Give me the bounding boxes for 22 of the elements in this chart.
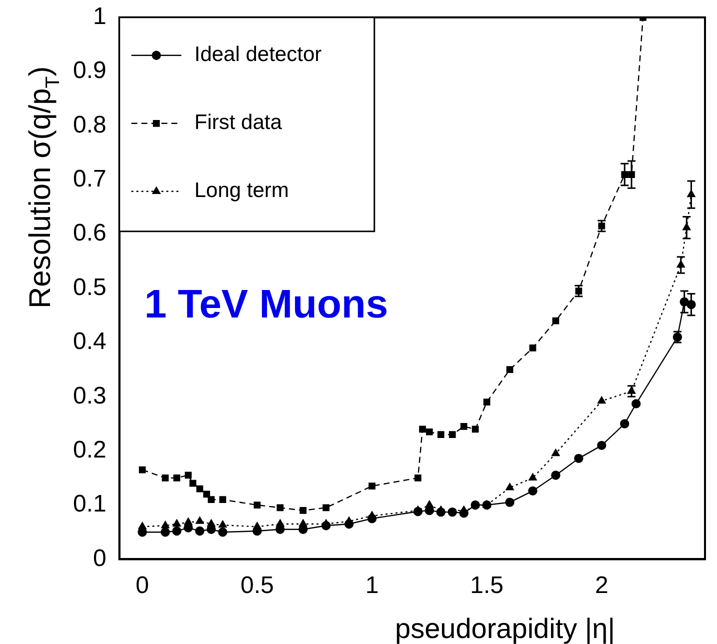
y-axis-title: Resolution σ(q/pT): [24, 66, 64, 308]
y-tick-label: 0.6: [72, 220, 106, 247]
legend-label: Long term: [194, 179, 289, 202]
y-tick-label: 0.2: [72, 436, 106, 464]
y-tick-label: 0: [93, 544, 106, 572]
y-tick-label: 1: [93, 3, 106, 30]
x-tick-label: 0.5: [240, 572, 274, 600]
y-tick-label: 0.5: [72, 274, 106, 301]
x-tick-label: 1.5: [470, 572, 504, 600]
y-tick-label: 0.1: [72, 490, 106, 518]
legend-label: Ideal detector: [194, 43, 322, 66]
y-tick-label: 0.9: [72, 57, 106, 84]
y-tick-label: 0.8: [72, 111, 106, 138]
annotation: 1 TeV Muons: [144, 282, 388, 326]
y-tick-label: 0.7: [72, 166, 106, 193]
x-axis-title: pseudorapidity |η|: [395, 613, 616, 644]
y-tick-label: 0.4: [72, 328, 106, 356]
x-tick-label: 0: [136, 572, 150, 600]
legend-label: First data: [194, 111, 282, 134]
x-tick-label: 2: [594, 572, 608, 600]
x-tick-label: 1: [365, 572, 379, 600]
y-tick-label: 0.3: [72, 382, 106, 410]
